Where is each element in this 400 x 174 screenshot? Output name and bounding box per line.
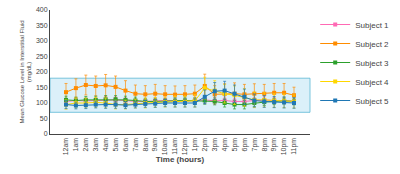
svg-text:6pm: 6pm: [241, 138, 249, 152]
svg-text:100: 100: [36, 99, 48, 106]
svg-text:12pm: 12pm: [181, 138, 189, 156]
svg-text:9pm: 9pm: [270, 138, 278, 152]
svg-text:Mean Glucose Level in Intersti: Mean Glucose Level in Interstitial Fluid…: [19, 20, 33, 123]
svg-text:Subject 3: Subject 3: [355, 59, 389, 68]
svg-text:2pm: 2pm: [201, 138, 209, 152]
svg-text:Subject 1: Subject 1: [355, 21, 389, 30]
svg-text:10pm: 10pm: [280, 138, 288, 156]
svg-text:1am: 1am: [72, 138, 79, 152]
svg-text:150: 150: [36, 84, 48, 91]
svg-text:Subject 5: Subject 5: [355, 97, 389, 106]
svg-text:8am: 8am: [142, 138, 149, 152]
svg-text:0: 0: [44, 130, 48, 137]
svg-text:7am: 7am: [132, 138, 139, 152]
svg-text:6am: 6am: [122, 138, 129, 152]
svg-text:250: 250: [36, 53, 48, 60]
svg-text:2am: 2am: [82, 138, 89, 152]
svg-text:Time (hours): Time (hours): [156, 155, 205, 164]
svg-text:Subject 4: Subject 4: [355, 78, 389, 87]
svg-text:4pm: 4pm: [221, 138, 229, 152]
svg-text:5pm: 5pm: [231, 138, 239, 152]
svg-text:200: 200: [36, 68, 48, 75]
svg-text:3pm: 3pm: [211, 138, 219, 152]
svg-text:7pm: 7pm: [251, 138, 259, 152]
svg-text:9am: 9am: [151, 138, 158, 152]
svg-text:300: 300: [36, 37, 48, 44]
svg-text:12am: 12am: [62, 138, 69, 156]
svg-text:1pm: 1pm: [191, 138, 199, 152]
svg-text:10am: 10am: [161, 138, 168, 156]
svg-text:50: 50: [40, 115, 48, 122]
svg-text:11am: 11am: [171, 138, 178, 155]
svg-text:11pm: 11pm: [290, 138, 298, 155]
svg-text:8pm: 8pm: [261, 138, 269, 152]
svg-text:350: 350: [36, 22, 48, 29]
svg-text:3am: 3am: [92, 138, 99, 152]
svg-text:4am: 4am: [102, 138, 109, 152]
svg-text:Subject 2: Subject 2: [355, 40, 389, 49]
svg-text:400: 400: [36, 6, 48, 13]
svg-text:5am: 5am: [112, 138, 119, 152]
